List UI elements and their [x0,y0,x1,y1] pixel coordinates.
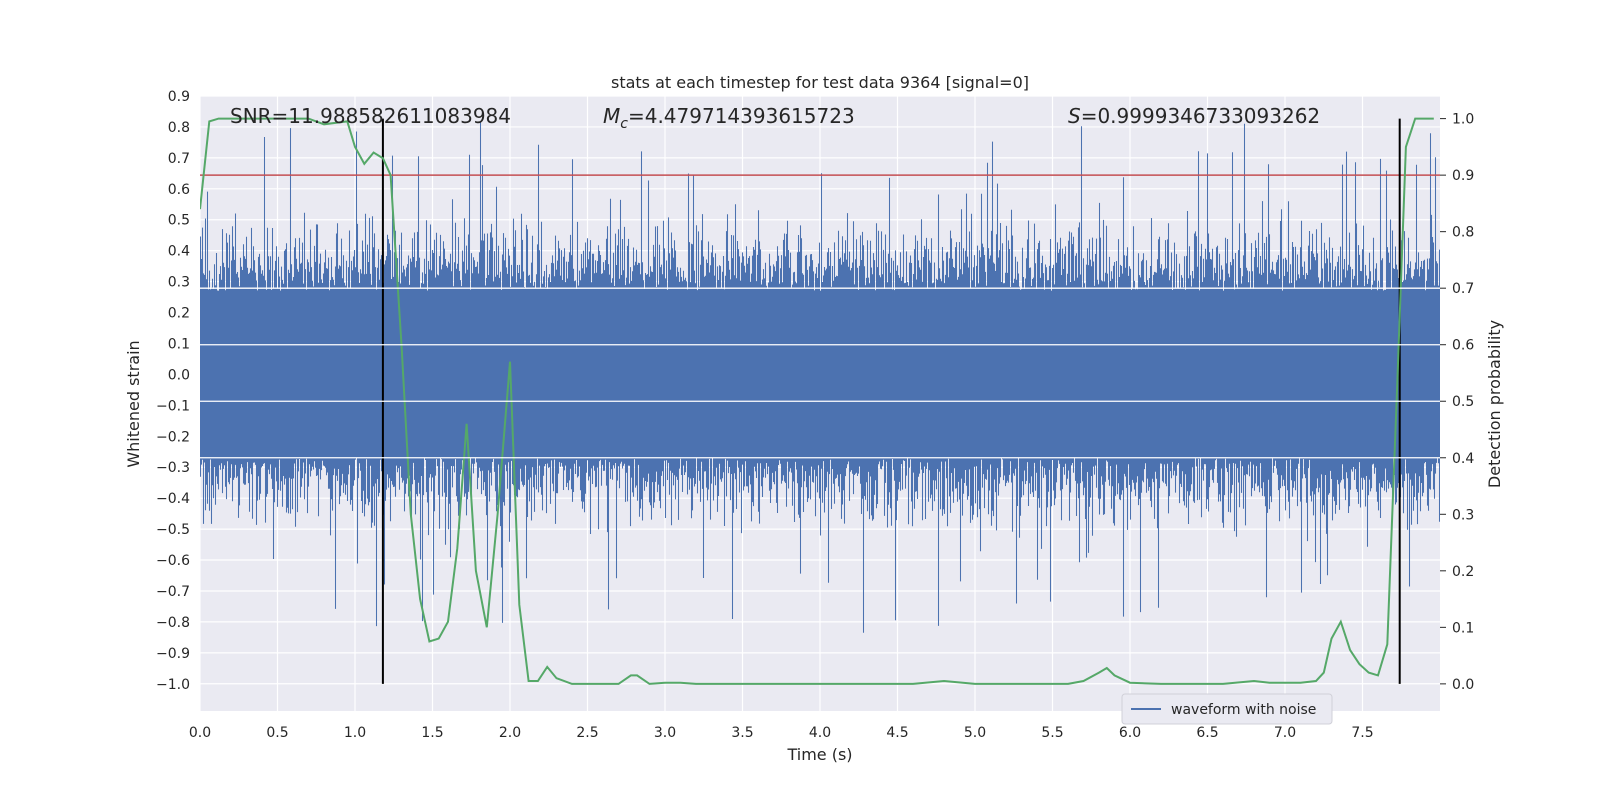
y2-axis-label: Detection probability [1485,320,1504,488]
x-tick-label: 5.5 [1041,725,1063,741]
y-tick-label: −0.7 [156,584,190,600]
legend: waveform with noise [1121,693,1333,725]
x-tick-label: 1.5 [421,725,443,741]
y2-tick-label: 0.1 [1452,620,1474,636]
snr-annotation: SNR=11.988582611083984 [230,104,511,128]
chirp-mass-value: =4.479714393615723 [628,104,855,128]
y-tick-label: −0.1 [156,398,190,414]
x-tick-label: 6.5 [1196,725,1218,741]
y2-grid-overlay [200,287,1440,459]
y-tick-label: 0.0 [168,367,190,383]
detection-probability-series [200,117,1434,685]
y2-tick-label: 0.8 [1452,225,1474,241]
x-tick-label: 2.5 [576,725,598,741]
chirp-mass-subscript: c [620,116,628,132]
y-tick-label: −0.3 [156,460,190,476]
y-tick-label: 0.2 [168,306,190,322]
x-tick-label: 4.0 [809,725,831,741]
y-tick-label: −0.6 [156,553,190,569]
y-tick-label: −0.4 [156,491,190,507]
y-tick-label: 0.7 [168,151,190,167]
y-tick-label: 0.5 [168,213,190,229]
y-tick-label: 0.6 [168,182,190,198]
x-tick-label: 0.5 [266,725,288,741]
significance-value: =0.9999346733093262 [1081,104,1320,128]
significance-symbol: S [1068,104,1081,128]
y-tick-label: 0.9 [168,89,190,105]
y-tick-label: −0.5 [156,522,190,538]
y2-tick-label: 0.5 [1452,394,1474,410]
x-tick-label: 7.5 [1351,725,1373,741]
y-tick-label: 0.3 [168,275,190,291]
legend-label: waveform with noise [1171,702,1316,718]
y-tick-labels: 0.9 0.8 0.7 0.6 0.5 0.4 0.3 0.2 0.1 0.0 −0.1 −0.2 −0… [156,89,190,693]
x-tick-label: 3.5 [731,725,753,741]
x-tick-label: 1.0 [344,725,366,741]
x-tick-label: 7.0 [1274,725,1296,741]
x-tick-label: 0.0 [189,725,211,741]
y-tick-label: 0.1 [168,336,190,352]
y2-tick-label: 0.7 [1452,281,1474,297]
x-tick-label: 2.0 [499,725,521,741]
chart-title: stats at each timestep for test data 936… [611,73,1029,92]
x-tick-labels: 0.0 0.5 1.0 1.5 2.0 2.5 3.0 3.5 4.0 4.5 5.0 5.5 6.0 6… [189,725,1374,741]
x-tick-label: 6.0 [1119,725,1141,741]
y2-tick-label: 0.4 [1452,451,1474,467]
y-tick-label: 0.8 [168,120,190,136]
waveform-series [200,121,1440,633]
y-axis-label: Whitened strain [124,340,143,467]
x-axis-label: Time (s) [786,745,852,764]
y-tick-label: −1.0 [156,677,190,693]
y-tick-label: −0.2 [156,429,190,445]
y2-tick-labels: 1.0 0.9 0.8 0.7 0.6 0.5 0.4 0.3 0.2 0.1 0.0 [1440,112,1474,693]
y2-tick-label: 0.3 [1452,507,1474,523]
y2-tick-label: 0.6 [1452,338,1474,354]
y2-tick-label: 0.0 [1452,677,1474,693]
y2-tick-label: 0.2 [1452,564,1474,580]
y2-tick-label: 0.9 [1452,168,1474,184]
y-tick-label: −0.9 [156,646,190,662]
y-tick-label: −0.8 [156,615,190,631]
legend-box [1121,693,1333,725]
y2-tick-label: 1.0 [1452,112,1474,128]
significance-annotation: S=0.9999346733093262 [1068,104,1320,128]
chirp-mass-symbol: M [603,104,620,128]
x-tick-label: 4.5 [886,725,908,741]
y-tick-label: 0.4 [168,244,190,260]
chirp-mass-annotation: Mc=4.479714393615723 [603,104,855,132]
x-tick-label: 3.0 [654,725,676,741]
x-tick-label: 5.0 [964,725,986,741]
